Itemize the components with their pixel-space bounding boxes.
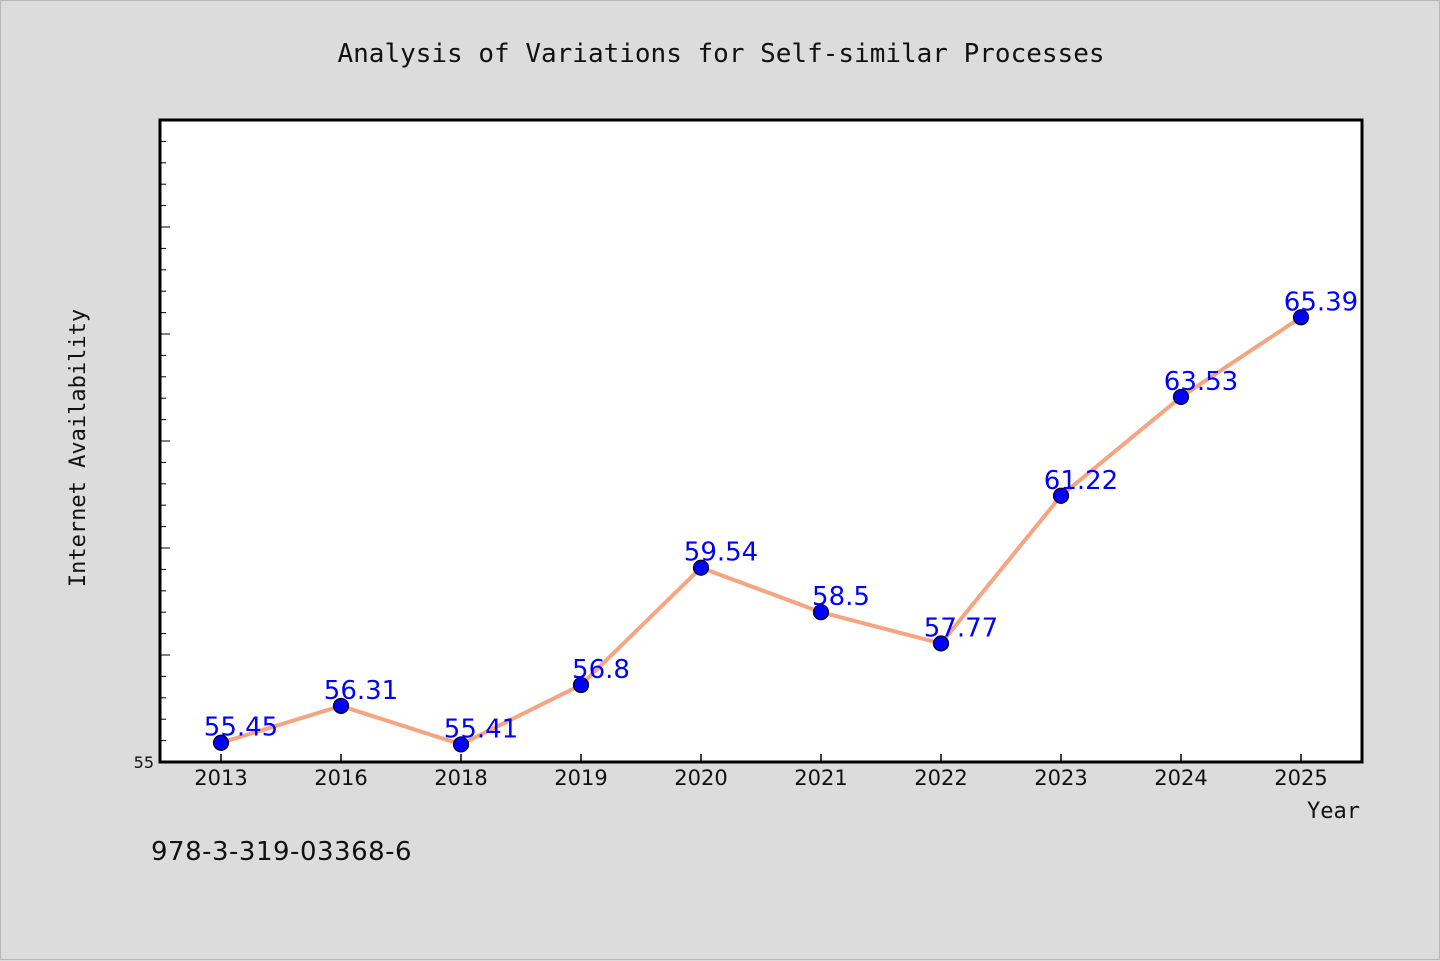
data-label: 55.45 (204, 713, 278, 743)
data-label: 57.77 (924, 613, 998, 643)
footer-isbn: 978-3-319-03368-6 (151, 837, 413, 867)
y-tick-label: 55 (134, 753, 154, 772)
data-point (1052, 487, 1070, 504)
x-tick-label: 2023 (1034, 766, 1087, 790)
x-tick-label: 2016 (314, 766, 367, 790)
series-layer: 55.45 56.31 55.41 56.8 59.54 58.5 57.77 61.22 63… (204, 287, 1358, 753)
data-point (452, 736, 470, 753)
chart-title: Analysis of Variations for Self-similar … (337, 39, 1104, 69)
data-label: 63.53 (1164, 367, 1238, 397)
y-axis-ticks: 55 (134, 140, 170, 772)
x-tick-label: 2018 (434, 766, 487, 790)
x-axis-ticks: 2013 2016 2018 2019 2020 2021 2022 2023 2024 2025 (194, 754, 1328, 790)
data-label: 58.5 (812, 582, 870, 612)
data-point (212, 734, 230, 751)
x-tick-label: 2024 (1154, 766, 1207, 790)
data-label: 56.31 (324, 676, 398, 706)
x-tick-label: 2020 (674, 766, 727, 790)
data-label: 55.41 (444, 714, 518, 744)
x-tick-label: 2019 (554, 766, 607, 790)
x-tick-label: 2025 (1274, 766, 1327, 790)
x-tick-label: 2022 (914, 766, 967, 790)
data-label: 61.22 (1044, 466, 1118, 496)
data-point (332, 697, 350, 715)
series-line (219, 315, 1303, 747)
data-label: 56.8 (572, 655, 630, 685)
y-axis-label: Internet Availability (66, 309, 91, 587)
data-label: 59.54 (684, 538, 758, 568)
data-point (1172, 388, 1190, 406)
data-point (932, 635, 950, 652)
x-axis-label: Year (1307, 799, 1360, 824)
data-point (692, 559, 710, 576)
plot-area (158, 118, 1364, 764)
data-point (572, 676, 590, 694)
data-point (812, 604, 830, 621)
x-tick-label: 2021 (794, 766, 847, 790)
x-tick-label: 2013 (194, 766, 247, 790)
data-point (1292, 309, 1310, 326)
data-label: 65.39 (1284, 287, 1358, 317)
